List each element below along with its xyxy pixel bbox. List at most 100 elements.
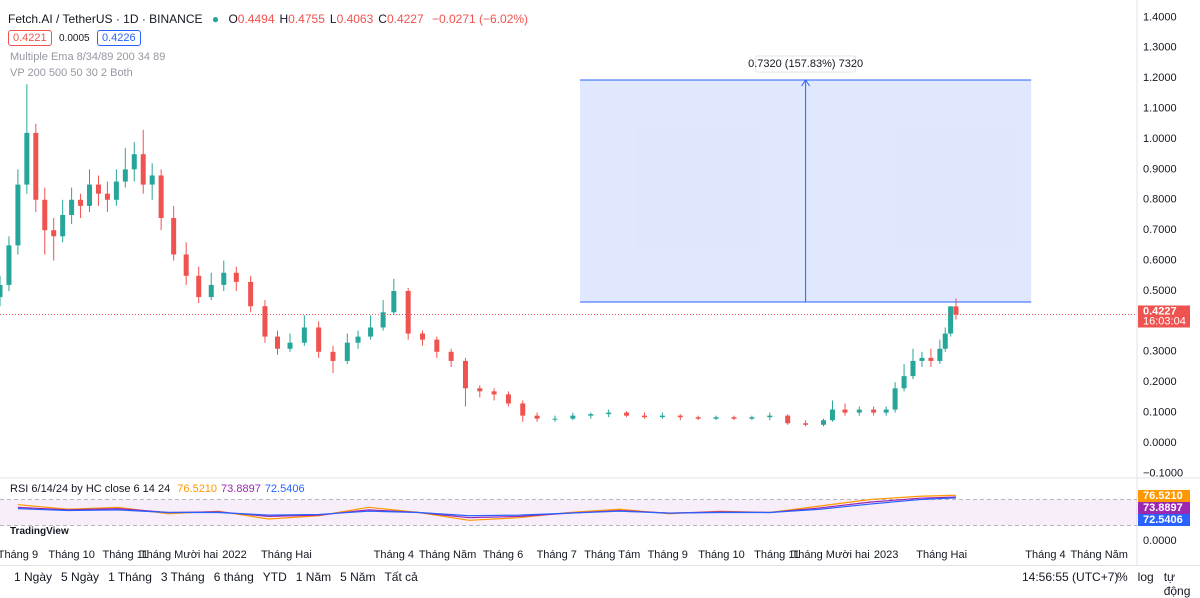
chart: 1.4000 1.3000 1.2000 1.1000 1.0000 0.9000 0.80… (0, 0, 1200, 566)
candle-body (60, 214, 66, 237)
candle-body (355, 336, 361, 343)
candle-body (380, 312, 386, 328)
candle-body (871, 409, 877, 413)
y-tick-label: 1.4000 (1143, 11, 1177, 23)
bid[interactable]: 0.4221 (8, 30, 52, 46)
candle-body (196, 275, 202, 298)
y-tick-label: 0.9000 (1143, 163, 1177, 175)
candle-body (624, 412, 630, 416)
candle-body (606, 412, 612, 415)
candle-body (829, 409, 835, 421)
rsi-badge (1138, 514, 1190, 526)
change: −0.0271 (−6.02%) (431, 12, 529, 26)
range-button[interactable]: 1 Ngày (14, 570, 53, 584)
ask[interactable]: 0.4226 (96, 30, 141, 46)
indicator: VP 200 500 50 30 2 Both (10, 67, 133, 79)
candle-body (505, 394, 511, 404)
x-tick-label: Tháng Mười hai (792, 549, 870, 561)
y-tick-label: 0.2000 (1143, 376, 1177, 388)
candle-body (330, 351, 336, 361)
ohlc: O0.4494 H0.4755 L0.4063 C0.4227 (228, 12, 428, 26)
candle-body (262, 306, 268, 337)
candle-body (942, 333, 948, 349)
logo: TradingView (10, 526, 69, 537)
ohlc-key: H (279, 12, 289, 26)
range-button[interactable]: 1 Tháng (108, 570, 152, 584)
option-button[interactable]: log (1137, 570, 1154, 584)
range-button[interactable]: YTD (262, 570, 287, 584)
y-tick-label: −0.1000 (1143, 467, 1183, 479)
range-button[interactable]: 6 tháng (213, 570, 254, 584)
candle-body (24, 132, 30, 185)
candle-body (842, 409, 848, 413)
range-button[interactable]: 1 Năm (295, 570, 332, 584)
range-button[interactable]: 5 Ngày (61, 570, 100, 584)
x-tick-label: Tháng 11 (102, 549, 148, 561)
candle-body (301, 327, 307, 343)
candle-body (910, 360, 916, 377)
last-price-badge (1138, 305, 1190, 328)
candle-body (171, 218, 177, 255)
candle-body (731, 417, 737, 419)
candle-body (953, 306, 959, 315)
indicator: Multiple Ema 8/34/89 200 34 89 (10, 51, 166, 63)
option-button[interactable]: % (1117, 570, 1128, 584)
x-tick-label: Tháng Năm (419, 549, 476, 561)
range-button[interactable]: 3 Tháng (160, 570, 205, 584)
candle-body (570, 415, 576, 419)
candle-body (87, 184, 93, 206)
y-tick-label: 0.6000 (1143, 254, 1177, 266)
x-tick-label: Tháng Mười hai (140, 549, 218, 561)
candle-body (391, 290, 397, 313)
x-tick-label: Tháng Năm (1070, 549, 1127, 561)
x-tick-label: Tháng 4 (1025, 549, 1065, 561)
candle-body (344, 342, 350, 361)
candle-body (221, 272, 227, 285)
symbol: Fetch.AI / TetherUS · 1D · BINANCE (8, 12, 203, 26)
x-tick-label: Tháng 4 (374, 549, 414, 561)
candle-body (520, 403, 526, 416)
candle-body (491, 391, 497, 395)
rsi-legend-value: 73.8897 (221, 483, 261, 495)
header: Fetch.AI / TetherUS · 1D · BINANCE ● O0.… (8, 12, 529, 26)
y-tick-label: 1.1000 (1143, 102, 1177, 114)
candle-body (928, 357, 934, 361)
candle-body (948, 306, 954, 334)
y-tick-label: 1.3000 (1143, 42, 1177, 54)
rsi-badge (1138, 490, 1190, 502)
x-tick-label: Tháng 11 (754, 549, 800, 561)
y-tick-label: 0.1000 (1143, 407, 1177, 419)
y-tick-label: 0.5000 (1143, 285, 1177, 297)
ohlc-key: C (378, 12, 387, 26)
candle-body (42, 199, 48, 231)
countdown: 16:03:04 (1143, 315, 1186, 327)
clock: 14:56:55 (UTC+7) (1022, 570, 1119, 584)
x-tick-label: Tháng 7 (537, 549, 577, 561)
y-tick-label: 0.0000 (1143, 437, 1177, 449)
candle-body (51, 230, 57, 237)
candle-body (901, 376, 907, 389)
candle-body (434, 339, 440, 352)
rsi-legend: RSI 6/14/24 by HC close 6 14 24 76.5210 7… (10, 483, 305, 495)
rsi-title: RSI 6/14/24 by HC close 6 14 24 (10, 483, 171, 495)
range-button[interactable]: Tất cả (384, 570, 418, 584)
candle-body (113, 181, 119, 200)
candle-body (15, 184, 21, 246)
y-tick-label: 0.0000 (1143, 535, 1177, 547)
option-button[interactable]: tự động (1163, 570, 1191, 598)
candle-body (158, 175, 164, 219)
x-tick-label: Tháng 9 (648, 549, 688, 561)
candle-body (183, 254, 189, 276)
range-button[interactable]: 5 Năm (340, 570, 376, 584)
ohlc-value: 0.4494 (237, 12, 275, 26)
candle-body (919, 357, 925, 361)
measure-label: 0.7320 (157.83%) 7320 (748, 58, 863, 70)
x-tick-label: 2022 (222, 549, 246, 561)
x-tick-label: Tháng Tám (584, 549, 640, 561)
candle-body (405, 290, 411, 334)
candle-body (368, 327, 374, 337)
measure-arrow-head (801, 79, 811, 87)
rsi-value: 73.8897 (1143, 502, 1183, 514)
candle-body (552, 418, 558, 420)
